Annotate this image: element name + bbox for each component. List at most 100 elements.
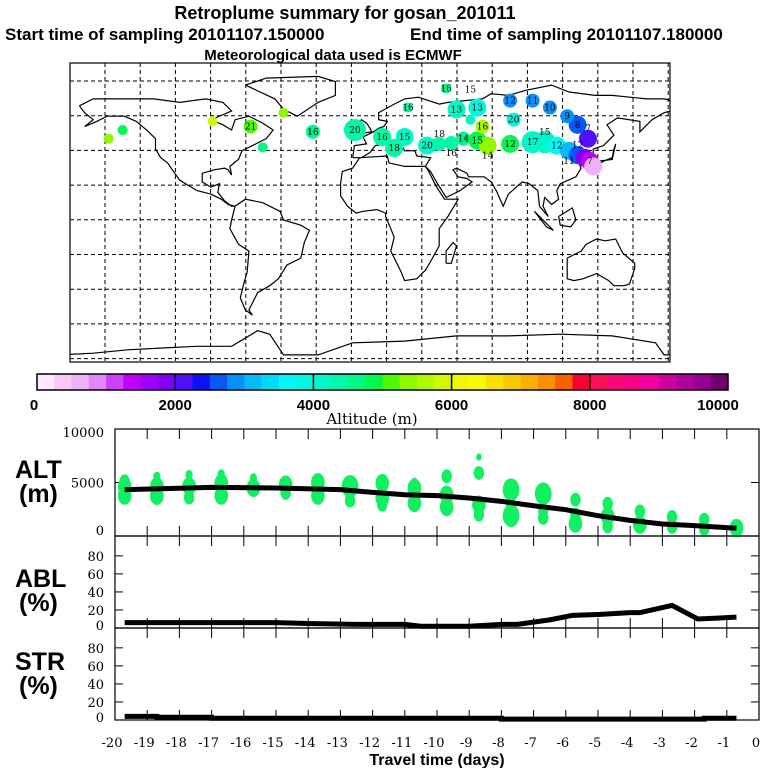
- plume-point-marker: [578, 129, 597, 148]
- plume-point-label: 13: [451, 105, 463, 115]
- colorbar-swatch: [261, 374, 280, 390]
- colorbar-swatch: [192, 374, 211, 390]
- plume-point-label: 14: [482, 152, 494, 162]
- altitude-cluster-point: [666, 510, 678, 524]
- abl-panel-label: ABL: [15, 565, 66, 593]
- plume-point-label: 9: [564, 112, 570, 122]
- colorbar-swatch: [106, 374, 124, 390]
- plume-point-marker: [418, 136, 437, 155]
- abl-y-tick-label: 40: [87, 586, 104, 601]
- alt-y-tick-label: 5000: [71, 477, 104, 492]
- colorbar: 0 2000 4000 6000 8000 10000: [30, 373, 739, 414]
- altitude-cluster-point: [538, 511, 549, 525]
- str-y-tick-label: 60: [87, 660, 104, 675]
- altitude-cluster-point: [473, 466, 485, 480]
- plume-point-marker: [501, 134, 520, 153]
- x-tick-label: -8: [492, 736, 505, 751]
- colorbar-swatch: [278, 374, 297, 390]
- abl-y-tick-label: 80: [87, 550, 104, 565]
- colorbar-swatch: [572, 374, 591, 390]
- x-tick-label: -14: [295, 736, 316, 751]
- x-tick-label: -1: [717, 736, 730, 751]
- altitude-cluster-point: [633, 515, 647, 534]
- altitude-cluster-point: [534, 482, 552, 506]
- colorbar-swatch: [468, 374, 487, 390]
- colorbar-swatch: [503, 374, 522, 390]
- plume-point-label: 20: [421, 142, 433, 152]
- coastline-japan: [594, 143, 617, 167]
- str-y-tick-label: 20: [87, 696, 104, 711]
- plume-point-marker: [373, 127, 392, 146]
- colorbar-tick-label: 0: [30, 397, 38, 414]
- plume-point-marker: [475, 119, 490, 134]
- colorbar-tick-label: 4000: [297, 397, 330, 414]
- plume-point-label: 11: [527, 97, 538, 107]
- plume-point-marker: [478, 136, 497, 155]
- colorbar-swatch: [555, 374, 574, 390]
- plume-point-marker: [343, 119, 366, 142]
- plume-point-label: 16: [376, 133, 388, 143]
- plume-point-label: 20: [508, 116, 520, 126]
- plume-point-label: 15: [399, 133, 411, 143]
- plume-point-label: 18: [388, 144, 400, 154]
- abl-line: [124, 602, 737, 629]
- altitude-cluster-point: [476, 453, 482, 461]
- x-tick-label: -18: [166, 736, 187, 751]
- plume-point-label: 18: [433, 130, 445, 140]
- x-tick-label: -11: [391, 736, 412, 751]
- str-y-tick-label: 0: [96, 711, 104, 726]
- colorbar-swatch: [209, 374, 228, 390]
- altitude-cluster-point: [602, 496, 613, 511]
- colorbar-swatch: [313, 374, 332, 390]
- coastline-africa: [340, 155, 460, 282]
- plume-point-marker: [117, 125, 128, 136]
- plume-point-marker: [243, 119, 258, 134]
- colorbar-swatch: [607, 374, 625, 390]
- colorbar-swatch: [296, 374, 314, 390]
- plume-point-label: 21: [245, 123, 256, 133]
- altitude-cluster-point: [183, 490, 195, 505]
- colorbar-swatch: [676, 374, 694, 390]
- altitude-cluster-point: [439, 497, 454, 517]
- title-line-1: Retroplume summary for gosan_201011: [174, 3, 515, 23]
- title-end-time: End time of sampling 20101107.180000: [410, 25, 723, 44]
- altitude-cluster-point: [441, 469, 452, 484]
- plume-point-label: 16: [307, 128, 319, 138]
- altitude-cluster-point: [185, 469, 193, 480]
- colorbar-swatch: [157, 374, 176, 390]
- str-line: [124, 713, 737, 722]
- plume-point-label: 20: [349, 126, 361, 136]
- altitude-cluster-point: [375, 473, 390, 493]
- colorbar-swatch: [347, 374, 366, 390]
- altitude-cluster-point: [377, 497, 388, 512]
- str-panel-label: STR: [15, 648, 65, 676]
- plume-point-label: 16: [446, 149, 458, 159]
- colorbar-swatch: [382, 374, 401, 390]
- colorbar-tick-label: 6000: [435, 397, 468, 414]
- plume-point-label: 13: [472, 104, 484, 114]
- plume-point-label: 11: [563, 157, 574, 167]
- colorbar-swatch: [641, 374, 660, 390]
- colorbar-frame: [36, 373, 729, 391]
- colorbar-swatch: [710, 374, 729, 390]
- altitude-cluster-point: [502, 504, 520, 527]
- plume-point-marker: [103, 133, 114, 144]
- coastline-antarctica: [70, 330, 670, 356]
- plume-point-label: 15: [539, 128, 551, 138]
- altitude-cluster-point: [568, 514, 583, 533]
- alt-mean-line: [124, 484, 737, 531]
- colorbar-swatch: [624, 374, 643, 390]
- plume-point-marker: [584, 157, 603, 176]
- plume-point-label: 12: [551, 142, 562, 152]
- plume-point-marker: [432, 136, 447, 151]
- plume-point-label: 12: [572, 141, 583, 151]
- colorbar-tick-label: 8000: [573, 397, 606, 414]
- colorbar-swatch: [451, 374, 470, 390]
- alt-y-tick-label: 10000: [63, 426, 104, 441]
- altitude-cluster-point: [214, 486, 229, 505]
- plume-point-marker: [506, 112, 521, 127]
- coastline-greenland: [245, 75, 336, 117]
